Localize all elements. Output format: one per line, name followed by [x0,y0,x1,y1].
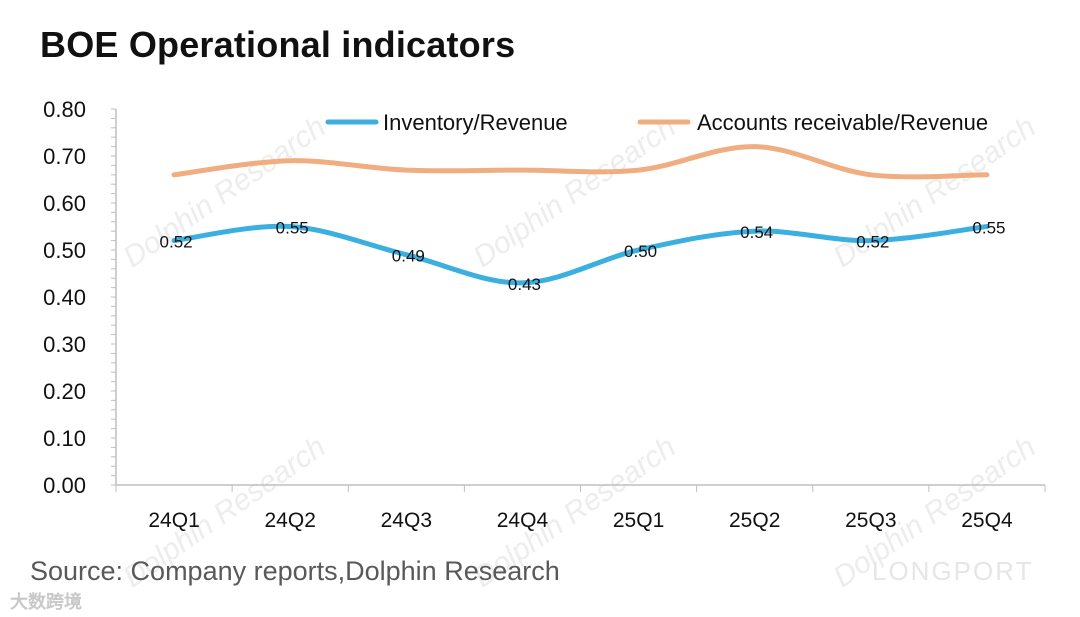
legend: Inventory/Revenue Accounts receivable/Rev… [325,110,988,135]
axes: 0.00 0.10 0.20 0.30 0.40 0.50 0.60 0.70 0.80 24Q1… [43,97,1046,532]
inventory-data-label: 0.55 [972,219,1005,238]
watermark-logo: LONGPORT [872,556,1034,586]
source-note: Source: Company reports,Dolphin Research [30,556,560,586]
data-labels: 0.52 0.55 0.49 0.43 0.50 0.54 0.52 0.55 [160,219,1006,294]
inventory-data-label: 0.52 [856,233,889,252]
chart-title: BOE Operational indicators [40,24,516,65]
y-tick-label: 0.40 [43,285,86,310]
inventory-data-label: 0.43 [508,275,541,294]
inventory-data-label: 0.52 [160,233,193,252]
y-tick-label: 0.70 [43,144,86,169]
x-tick-label: 25Q4 [961,509,1013,532]
watermark-layer: Dolphin Research Dolphin Research Dolphin … [117,110,1041,594]
y-tick-label: 0.50 [43,238,86,263]
legend-label-inventory: Inventory/Revenue [383,110,568,135]
legend-label-receivables: Accounts receivable/Revenue [697,110,988,135]
y-tick-label: 0.00 [43,473,86,498]
x-tick-label: 24Q2 [265,509,316,532]
inventory-data-label: 0.50 [624,242,657,261]
y-tick-label: 0.80 [43,97,86,122]
x-tick-label: 24Q3 [381,509,432,532]
y-tick-label: 0.30 [43,332,86,357]
inventory-data-label: 0.49 [392,247,425,266]
series-layer [171,144,990,286]
x-tick-label: 25Q3 [845,509,896,532]
watermark-text: Dolphin Research [117,110,331,274]
x-tick-label: 24Q4 [497,509,549,532]
inventory-revenue-line [171,223,990,286]
y-tick-label: 0.10 [43,426,86,451]
y-tick-label: 0.20 [43,379,86,404]
watermark-badge: 大数跨境 [10,592,82,612]
inventory-data-label: 0.55 [276,219,309,238]
inventory-data-label: 0.54 [740,223,773,242]
receivables-revenue-line [171,144,990,180]
y-tick-label: 0.60 [43,191,86,216]
x-tick-label: 25Q1 [613,509,664,532]
x-tick-label: 24Q1 [148,509,199,532]
x-tick-label: 25Q2 [729,509,780,532]
